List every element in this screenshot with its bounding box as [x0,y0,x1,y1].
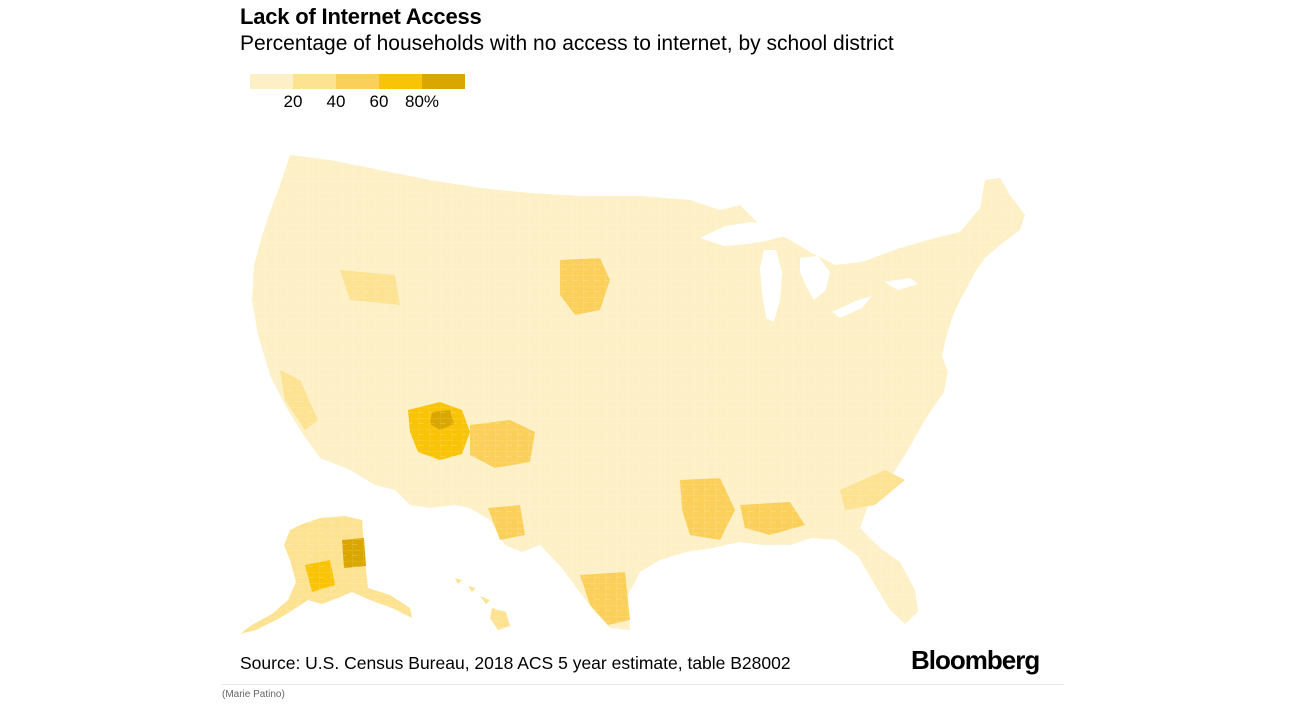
district-texture [240,150,1040,640]
source-note: Source: U.S. Census Bureau, 2018 ACS 5 y… [240,653,791,673]
legend-swatch-3 [379,74,422,89]
footer-divider [222,684,1064,685]
author-credit: (Marie Patino) [222,689,285,700]
legend-swatch-2 [336,74,379,89]
legend-swatch-1 [293,74,336,89]
legend-tick-20: 20 [283,92,303,111]
color-legend: 20 40 60 80% [250,74,465,114]
legend-swatch-4 [422,74,465,89]
legend-tick-60: 60 [369,92,389,111]
bloomberg-logo: Bloomberg [911,645,1040,675]
legend-tick-80: 80% [404,92,440,111]
chart-title: Lack of Internet Access [240,4,482,29]
chart-subtitle: Percentage of households with no access … [240,32,894,55]
legend-tick-40: 40 [326,92,346,111]
legend-swatch-0 [250,74,293,89]
